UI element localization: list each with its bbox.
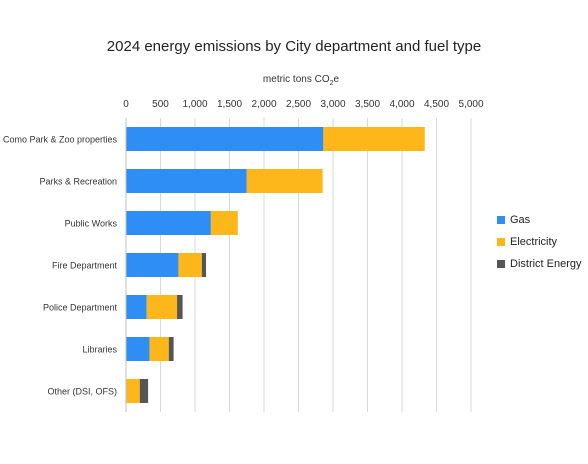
x-axis-title-suffix: e [333, 74, 340, 85]
category-label: Other (DSI, OFS) [47, 387, 117, 397]
bar-segment-electricity [323, 127, 425, 151]
legend-swatch-district-energy [497, 259, 505, 268]
x-tick-label: 1,000 [182, 99, 207, 110]
bar-segment-gas [126, 127, 324, 151]
x-tick-label: 2,500 [286, 99, 311, 110]
legend-item-electricity: Electricity [497, 235, 582, 248]
legend-swatch-gas [497, 215, 505, 224]
x-tick-label: 5,000 [458, 99, 483, 110]
x-tick-label: 4,500 [424, 99, 449, 110]
category-label: Police Department [43, 303, 118, 313]
x-axis-title: metric tons CO2e [126, 74, 476, 87]
x-tick-label: 500 [152, 99, 169, 110]
x-tick-label: 1,500 [217, 99, 242, 110]
bar-segment-gas [126, 337, 150, 361]
bar-segment-gas [126, 295, 147, 319]
legend-swatch-electricity [497, 237, 505, 246]
bar-segment-district-energy [168, 337, 174, 361]
bar-segment-electricity [126, 379, 140, 403]
bar-segment-electricity [210, 211, 238, 235]
chart-legend: Gas Electricity District Energy [497, 213, 582, 279]
x-tick-label: 3,500 [355, 99, 380, 110]
category-label: Public Works [65, 219, 118, 229]
bar-segment-gas [126, 253, 179, 277]
bar-segment-electricity [178, 253, 202, 277]
bar-segment-electricity [146, 295, 178, 319]
x-tick-label: 0 [123, 99, 129, 110]
legend-label-district-energy: District Energy [510, 257, 582, 270]
legend-item-district-energy: District Energy [497, 257, 582, 270]
bar-segment-gas [126, 169, 247, 193]
category-label: Fire Department [52, 261, 118, 271]
bar-segment-district-energy [201, 253, 207, 277]
x-axis-title-prefix: metric tons CO [262, 74, 330, 85]
bar-segment-gas [126, 211, 211, 235]
bar-segment-electricity [149, 337, 169, 361]
category-label: Libraries [82, 345, 117, 355]
legend-item-gas: Gas [497, 213, 582, 226]
x-tick-label: 4,000 [389, 99, 414, 110]
x-tick-label: 2,000 [251, 99, 276, 110]
chart-title: 2024 energy emissions by City department… [106, 38, 482, 55]
bar-segment-district-energy [177, 295, 183, 319]
category-label: Como Park & Zoo properties [3, 135, 118, 145]
legend-label-gas: Gas [510, 213, 531, 226]
category-label: Parks & Recreation [39, 177, 117, 187]
x-tick-label: 3,000 [320, 99, 345, 110]
x-axis-title-subscript: 2 [329, 80, 334, 87]
bar-segment-electricity [246, 169, 323, 193]
legend-label-electricity: Electricity [510, 235, 558, 248]
bar-segment-district-energy [139, 379, 149, 403]
